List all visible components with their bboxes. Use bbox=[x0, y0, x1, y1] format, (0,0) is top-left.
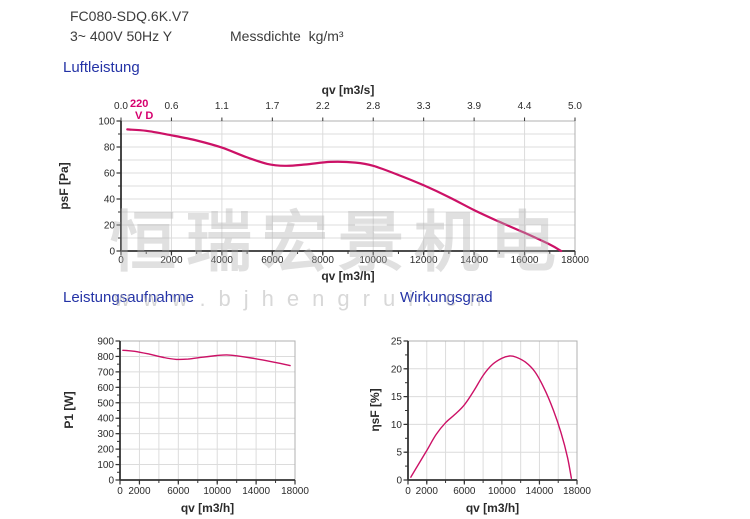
efficiency-section-title: Wirkungsgrad bbox=[400, 289, 493, 306]
y-tick-label: 900 bbox=[97, 337, 114, 348]
y-tick-label: 80 bbox=[104, 143, 116, 154]
top-axis: 0.0 0.6 1.1 1.7 2.2 2.8 3.3 3.9 4.4 5.0 qv [m3/s] bbox=[114, 83, 582, 121]
x-axis-title: qv [m3/h] bbox=[466, 501, 519, 515]
y-tick-label: 40 bbox=[104, 195, 116, 206]
y-tick-label: 20 bbox=[104, 221, 116, 232]
airflow-section-title: Luftleistung bbox=[63, 59, 140, 76]
y-axis-title: P1 [W] bbox=[62, 391, 76, 428]
y-tick-label: 100 bbox=[98, 117, 115, 128]
gridlines bbox=[121, 120, 576, 251]
x-axis-title: qv [m3/h] bbox=[181, 501, 234, 515]
plot-border bbox=[407, 340, 578, 481]
x-tick-label: 2000 bbox=[160, 255, 183, 266]
y-tick-label: 60 bbox=[104, 169, 116, 180]
y-tick-label: 15 bbox=[391, 392, 403, 403]
power-section-title: Leistungsaufnahme bbox=[63, 289, 194, 306]
x-tick-label: 8000 bbox=[312, 255, 335, 266]
x-tick-label: 4000 bbox=[211, 255, 234, 266]
y-tick-label: 10 bbox=[391, 420, 403, 431]
axis-labels: 0 2000 6000 10000 14000 18000 0 100 200 300 400 500… bbox=[62, 337, 309, 516]
y-tick-label: 0 bbox=[109, 247, 115, 258]
gridlines bbox=[408, 340, 578, 480]
power-supply-text: 3~ 400V 50Hz Y bbox=[70, 28, 173, 44]
x-tick-label: 14000 bbox=[242, 486, 270, 497]
y-tick-label: 0 bbox=[396, 476, 402, 487]
axis-labels: 0 2000 4000 6000 8000 10000 12000 14000 16000 180… bbox=[57, 117, 589, 284]
performance-curve bbox=[126, 128, 563, 253]
y-tick-label: 600 bbox=[97, 383, 114, 394]
y-tick-label: 400 bbox=[97, 414, 114, 425]
x-tick-label: 0 bbox=[405, 486, 411, 497]
x-axis-title: qv [m3/h] bbox=[321, 269, 374, 283]
x-tick-label: 16000 bbox=[511, 255, 539, 266]
x-tick-label: 10000 bbox=[359, 255, 387, 266]
top-tick-label: 1.1 bbox=[215, 101, 229, 112]
performance-curve bbox=[122, 349, 291, 367]
x-tick-label: 10000 bbox=[203, 486, 231, 497]
tick-marks bbox=[116, 120, 576, 256]
x-tick-label: 2000 bbox=[416, 486, 439, 497]
top-tick-label: 3.9 bbox=[467, 101, 481, 112]
top-tick-label: 1.7 bbox=[265, 101, 279, 112]
top-tick-label: 0.0 bbox=[114, 101, 128, 112]
x-tick-label: 18000 bbox=[281, 486, 309, 497]
axis-labels: 0 2000 6000 10000 14000 18000 0 5 10 15 20 25 qv [m3… bbox=[368, 337, 591, 516]
performance-curve bbox=[410, 355, 573, 479]
power-chart: 0 2000 6000 10000 14000 18000 0 100 200 300 400 500… bbox=[62, 337, 309, 516]
y-tick-label: 20 bbox=[391, 364, 403, 375]
y-tick-label: 5 bbox=[396, 448, 402, 459]
x-tick-label: 14000 bbox=[460, 255, 488, 266]
top-tick-label: 2.8 bbox=[366, 101, 380, 112]
x-tick-label: 0 bbox=[118, 255, 124, 266]
x-tick-label: 18000 bbox=[563, 486, 591, 497]
x-tick-label: 18000 bbox=[561, 255, 589, 266]
top-tick-label: 2.2 bbox=[316, 101, 330, 112]
tick-marks bbox=[403, 340, 578, 485]
airflow-chart: 0 2000 4000 6000 8000 10000 12000 14000 16000 180… bbox=[57, 83, 589, 284]
top-tick-label: 0.6 bbox=[164, 101, 178, 112]
x-tick-label: 0 bbox=[117, 486, 123, 497]
y-axis-title: psF [Pa] bbox=[57, 162, 71, 209]
x-tick-label: 12000 bbox=[410, 255, 438, 266]
x-tick-label: 6000 bbox=[261, 255, 284, 266]
y-tick-label: 25 bbox=[391, 337, 403, 348]
model-number: FC080-SDQ.6K.V7 bbox=[70, 8, 190, 24]
x-tick-label: 6000 bbox=[167, 486, 190, 497]
y-tick-label: 300 bbox=[97, 429, 114, 440]
tick-marks bbox=[115, 340, 296, 485]
x-tick-label: 2000 bbox=[128, 486, 151, 497]
top-axis-title: qv [m3/s] bbox=[322, 83, 375, 97]
y-tick-label: 200 bbox=[97, 445, 114, 456]
y-tick-label: 500 bbox=[97, 398, 114, 409]
curve-connection-label: V D bbox=[135, 110, 153, 122]
y-tick-label: 700 bbox=[97, 367, 114, 378]
top-tick-label: 4.4 bbox=[518, 101, 532, 112]
curve-voltage-label: 220 bbox=[130, 98, 148, 110]
y-tick-label: 800 bbox=[97, 352, 114, 363]
top-tick-label: 5.0 bbox=[568, 101, 582, 112]
density-label: Messdichte kg/m³ bbox=[230, 28, 344, 44]
y-tick-label: 100 bbox=[97, 460, 114, 471]
y-tick-label: 0 bbox=[108, 476, 114, 487]
y-axis-title: ηsF [%] bbox=[368, 388, 382, 431]
x-tick-label: 14000 bbox=[526, 486, 554, 497]
top-tick-label: 3.3 bbox=[417, 101, 431, 112]
efficiency-chart: 0 2000 6000 10000 14000 18000 0 5 10 15 20 25 qv [m3… bbox=[368, 337, 591, 516]
x-tick-label: 10000 bbox=[488, 486, 516, 497]
x-tick-label: 6000 bbox=[453, 486, 476, 497]
